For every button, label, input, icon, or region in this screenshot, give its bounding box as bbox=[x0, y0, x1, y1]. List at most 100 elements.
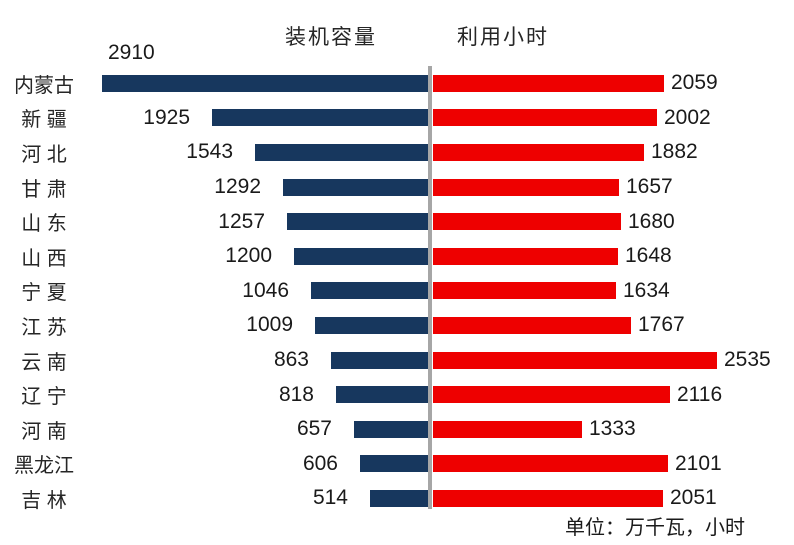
capacity-bar bbox=[370, 489, 428, 507]
hours-bar-area: 1882 bbox=[433, 135, 794, 170]
hours-bar bbox=[433, 213, 621, 231]
hours-bar-area: 2051 bbox=[433, 481, 794, 516]
hours-bar bbox=[433, 316, 631, 334]
hours-value-label: 1882 bbox=[651, 140, 698, 164]
hours-value-label: 1333 bbox=[589, 417, 636, 441]
unit-note: 单位：万千瓦，小时 bbox=[565, 517, 745, 539]
hours-value-label: 2051 bbox=[670, 486, 717, 510]
chart-row: 云 南 863 2535 bbox=[0, 343, 794, 378]
capacity-bar bbox=[360, 455, 428, 473]
capacity-bar bbox=[315, 316, 428, 334]
capacity-bar bbox=[336, 386, 428, 404]
capacity-bar-area: 863 bbox=[88, 343, 428, 378]
chart-row: 内蒙古 2910 2059 bbox=[0, 41, 794, 101]
chart-row: 新 疆 1925 2002 bbox=[0, 101, 794, 136]
capacity-value-label: 818 bbox=[278, 382, 314, 406]
capacity-bar-area: 1292 bbox=[88, 170, 428, 205]
category-label: 云 南 bbox=[21, 351, 67, 374]
chart-row: 甘 肃 1292 1657 bbox=[0, 170, 794, 205]
hours-value-label: 1767 bbox=[638, 313, 685, 337]
capacity-bar-area: 514 bbox=[88, 481, 428, 516]
hours-bar-area: 1680 bbox=[433, 204, 794, 239]
capacity-bar bbox=[311, 282, 428, 300]
category-label: 内蒙古 bbox=[14, 74, 74, 97]
hours-bar bbox=[433, 420, 582, 438]
capacity-bar-area: 1200 bbox=[88, 239, 428, 274]
category-label: 新 疆 bbox=[21, 109, 67, 132]
capacity-bar-area: 1543 bbox=[88, 135, 428, 170]
chart-row: 山 西 1200 1648 bbox=[0, 239, 794, 274]
hours-value-label: 2101 bbox=[675, 451, 722, 475]
capacity-bar-area: 1009 bbox=[88, 308, 428, 343]
hours-value-label: 2116 bbox=[677, 382, 723, 406]
chart-row: 江 苏 1009 1767 bbox=[0, 308, 794, 343]
hours-bar-area: 1333 bbox=[433, 412, 794, 447]
hours-bar-area: 1634 bbox=[433, 274, 794, 309]
capacity-value-label: 2910 bbox=[108, 41, 155, 64]
chart-row: 黑龙江 606 2101 bbox=[0, 447, 794, 482]
category-label: 吉 林 bbox=[21, 489, 67, 512]
hours-bar-area: 1657 bbox=[433, 170, 794, 205]
capacity-bar-area: 657 bbox=[88, 412, 428, 447]
capacity-value-label: 1009 bbox=[246, 313, 293, 337]
capacity-bar-area: 1046 bbox=[88, 274, 428, 309]
capacity-bar-area: 2910 bbox=[88, 41, 428, 101]
hours-bar bbox=[433, 455, 668, 473]
capacity-bar bbox=[102, 74, 428, 92]
chart-row: 辽 宁 818 2116 bbox=[0, 377, 794, 412]
capacity-value-label: 1292 bbox=[214, 175, 261, 199]
capacity-bar bbox=[283, 178, 428, 196]
hours-bar-area: 2059 bbox=[433, 66, 794, 101]
capacity-bar bbox=[287, 213, 428, 231]
hours-bar bbox=[433, 109, 657, 127]
category-label: 山 西 bbox=[21, 247, 67, 270]
hours-value-label: 2059 bbox=[671, 71, 718, 95]
category-label: 河 北 bbox=[21, 143, 67, 166]
legend-right-hours: 利用小时 bbox=[457, 26, 549, 49]
capacity-value-label: 514 bbox=[312, 486, 348, 510]
capacity-value-label: 1543 bbox=[186, 140, 233, 164]
category-label: 宁 夏 bbox=[21, 282, 67, 305]
chart-rows: 内蒙古 2910 2059 新 疆 1925 2002 河 北 1543 1882 甘 肃 1292… bbox=[0, 41, 794, 516]
capacity-value-label: 1046 bbox=[242, 278, 289, 302]
capacity-bar bbox=[354, 420, 428, 438]
hours-value-label: 2535 bbox=[724, 348, 771, 372]
center-axis-line bbox=[428, 66, 432, 509]
capacity-value-label: 657 bbox=[296, 417, 332, 441]
chart-row: 河 南 657 1333 bbox=[0, 412, 794, 447]
capacity-value-label: 606 bbox=[302, 451, 338, 475]
legend-left-capacity: 装机容量 bbox=[285, 26, 377, 49]
hours-bar bbox=[433, 282, 616, 300]
capacity-bar bbox=[255, 143, 428, 161]
capacity-bar-area: 606 bbox=[88, 447, 428, 482]
category-label: 河 南 bbox=[21, 420, 67, 443]
hours-value-label: 1648 bbox=[625, 244, 672, 268]
hours-bar bbox=[433, 351, 717, 369]
hours-value-label: 1634 bbox=[623, 278, 670, 302]
capacity-bar bbox=[331, 351, 428, 369]
hours-bar-area: 2535 bbox=[433, 343, 794, 378]
hours-bar-area: 1767 bbox=[433, 308, 794, 343]
chart-row: 宁 夏 1046 1634 bbox=[0, 274, 794, 309]
chart-row: 山 东 1257 1680 bbox=[0, 204, 794, 239]
category-label: 山 东 bbox=[21, 213, 67, 236]
chart-row: 吉 林 514 2051 bbox=[0, 481, 794, 516]
category-label: 辽 宁 bbox=[21, 386, 67, 409]
capacity-value-label: 1925 bbox=[143, 105, 190, 129]
category-label: 甘 肃 bbox=[21, 178, 67, 201]
hours-bar bbox=[433, 143, 644, 161]
hours-bar-area: 2101 bbox=[433, 447, 794, 482]
hours-value-label: 1680 bbox=[628, 209, 675, 233]
capacity-bar-area: 1257 bbox=[88, 204, 428, 239]
chart-row: 河 北 1543 1882 bbox=[0, 135, 794, 170]
capacity-bar-area: 1925 bbox=[88, 101, 428, 136]
category-label: 黑龙江 bbox=[14, 455, 74, 478]
hours-bar bbox=[433, 178, 619, 196]
hours-bar-area: 2002 bbox=[433, 101, 794, 136]
hours-bar bbox=[433, 489, 663, 507]
capacity-value-label: 1257 bbox=[218, 209, 265, 233]
hours-bar-area: 2116 bbox=[433, 377, 794, 412]
hours-bar bbox=[433, 74, 664, 92]
category-label: 江 苏 bbox=[21, 316, 67, 339]
